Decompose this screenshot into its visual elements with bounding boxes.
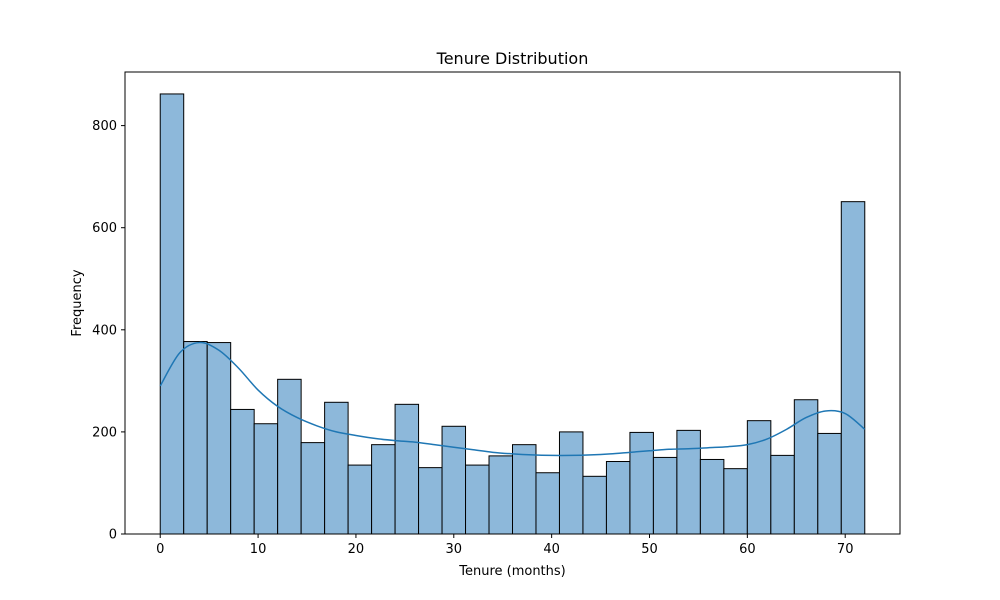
histogram-bar [535,472,560,535]
x-tick-label: 40 [543,542,560,557]
histogram-bar [605,461,631,535]
histogram-bar [512,444,537,535]
histogram-bar [793,399,819,535]
histogram-bar [159,93,185,535]
histogram-bar [418,467,443,535]
histogram-bar [699,458,725,535]
kde-curve-line [159,341,866,457]
y-tick-label: 800 [92,119,117,134]
x-tick-label: 70 [837,542,854,557]
bars-layer [159,93,866,535]
x-tick-label: 0 [156,542,164,557]
y-tick-label: 0 [109,528,117,543]
histogram-bar [558,431,584,535]
histogram-bar [206,342,232,535]
plot-area-frame [124,71,901,535]
histogram-bar [300,442,326,535]
histogram-bar [253,423,279,535]
histogram-bar [770,454,795,535]
histogram-bar [394,403,420,535]
chart-title: Tenure Distribution [436,49,589,68]
y-tick-label: 200 [92,425,117,440]
x-tick-label: 10 [250,542,267,557]
histogram-bar [371,444,396,535]
histogram-bar [465,464,490,535]
x-axis-title: Tenure (months) [458,564,566,579]
histogram-bar [230,408,255,535]
histogram-bar [488,455,513,535]
x-tick-label: 30 [446,542,463,557]
x-axis-ticks: 0 10 20 30 40 50 60 70 [156,534,853,557]
histogram-bar [840,201,866,535]
histogram-bar [582,475,607,535]
histogram-bar [183,341,208,535]
histogram-bar [652,456,678,535]
histogram-bar [441,425,467,535]
histogram-bar [746,420,772,535]
x-tick-label: 50 [641,542,658,557]
y-axis-title: Frequency [70,269,85,336]
y-tick-label: 600 [92,221,117,236]
histogram-bar [723,468,748,535]
x-tick-label: 20 [348,542,365,557]
histogram-bar [817,432,842,535]
y-axis-ticks: 0 200 400 600 800 [92,119,125,543]
histogram-bar [629,431,654,535]
histogram-bar [277,378,302,535]
histogram-bar [347,464,373,535]
x-tick-label: 60 [739,542,756,557]
histogram-bar [324,401,349,535]
y-tick-label: 400 [92,323,117,338]
histogram-bar [676,429,701,535]
